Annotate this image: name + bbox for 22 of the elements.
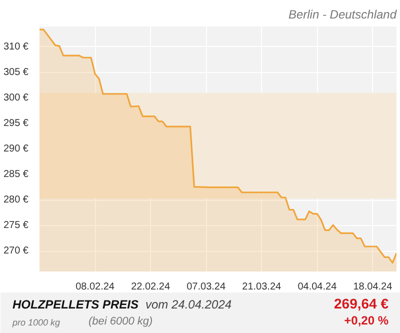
y-tick-label: 305 €: [3, 66, 29, 78]
text: pro 1000 kg: [12, 318, 60, 328]
x-tick-label: 08.02.24: [76, 282, 115, 292]
y-tick-label: 280 €: [3, 194, 29, 206]
chart-subtitle: Berlin - Deutschland: [288, 8, 397, 22]
y-tick-label: 290 €: [3, 144, 29, 154]
x-tick-label: 21.03.24: [242, 282, 282, 292]
y-tick-label: 275 €: [3, 220, 29, 232]
text: (bei 6000 kg): [88, 316, 154, 328]
x-tick-label: 07.03.24: [186, 282, 226, 292]
text: +0,20 %: [344, 314, 389, 328]
text: HOLZPELLETS PREIS: [12, 298, 139, 312]
y-tick-label: 285 €: [3, 169, 29, 180]
y-tick-label: 310 €: [3, 41, 29, 52]
text: vom 24.04.2024: [146, 298, 232, 312]
x-tick-label: 18.04.24: [353, 282, 393, 292]
x-tick-label: 22.02.24: [131, 282, 170, 292]
y-tick-label: 300 €: [3, 92, 29, 104]
text: 269,64 €: [334, 296, 389, 312]
x-tick-label: 04.04.24: [298, 282, 338, 292]
y-tick-label: 270 €: [3, 246, 29, 257]
y-tick-label: 295 €: [3, 118, 29, 129]
